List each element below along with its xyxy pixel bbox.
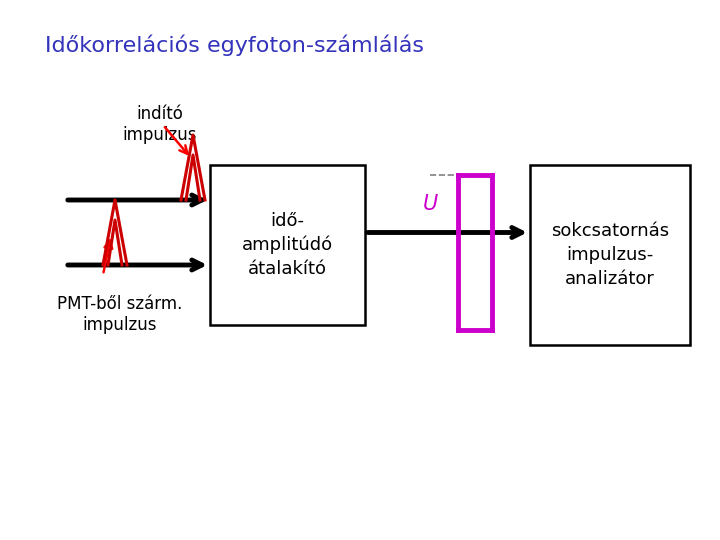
Text: indító
impulzus: indító impulzus [122,105,197,144]
Text: sokcsatornás
impulzus-
analizátor: sokcsatornás impulzus- analizátor [551,222,669,288]
Bar [530,165,690,345]
Text: Időkorrelációs egyfoton-számlálás: Időkorrelációs egyfoton-számlálás [45,35,424,57]
Text: idő-
amplitúdó
átalakító: idő- amplitúdó átalakító [242,212,333,278]
Text: PMT-ből szárm.
impulzus: PMT-ből szárm. impulzus [58,295,183,334]
Text: U: U [423,194,438,214]
Bar [210,165,365,325]
